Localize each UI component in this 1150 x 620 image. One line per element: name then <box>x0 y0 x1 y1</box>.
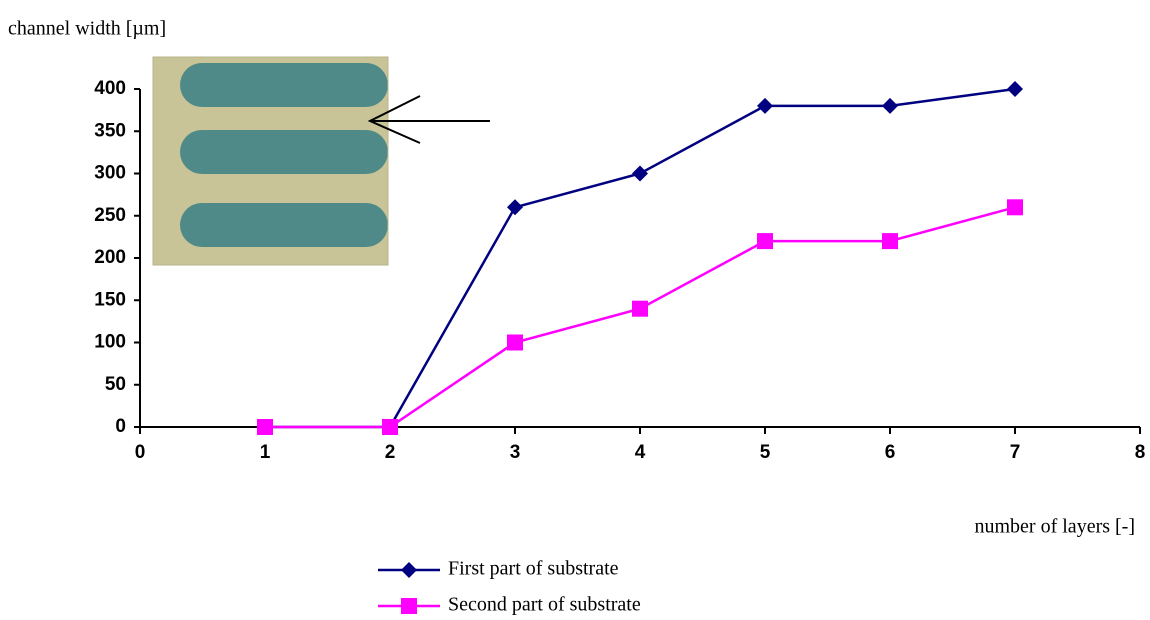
point <box>757 98 773 114</box>
x-tick-label: 0 <box>135 442 146 463</box>
point <box>882 233 898 249</box>
y-tick-label: 150 <box>94 289 126 310</box>
point <box>757 233 773 249</box>
y-tick-label: 0 <box>115 416 126 437</box>
point <box>507 199 523 215</box>
y-tick-label: 400 <box>94 78 126 99</box>
point <box>1007 199 1023 215</box>
x-tick-label: 5 <box>760 442 771 463</box>
y-tick-label: 350 <box>94 120 126 141</box>
y-tick-label: 300 <box>94 163 126 184</box>
x-tick-label: 1 <box>260 442 271 463</box>
point <box>1007 81 1023 97</box>
inset-photo <box>153 57 388 265</box>
x-tick-label: 2 <box>385 442 396 463</box>
x-tick-label: 8 <box>1135 442 1146 463</box>
y-tick-label: 200 <box>94 247 126 268</box>
y-tick-label: 250 <box>94 205 126 226</box>
legend-label: Second part of substrate <box>448 594 641 616</box>
x-tick-label: 4 <box>635 442 646 463</box>
point <box>382 419 398 435</box>
y-tick-label: 50 <box>105 374 126 395</box>
point <box>882 98 898 114</box>
point <box>507 335 523 351</box>
legend-label: First part of substrate <box>448 558 619 580</box>
legend-marker <box>401 598 417 614</box>
point <box>257 419 273 435</box>
y-tick-label: 100 <box>94 332 126 353</box>
x-tick-label: 6 <box>885 442 896 463</box>
x-tick-label: 3 <box>510 442 521 463</box>
chart: channel width [µm] number of layers [-] … <box>0 0 1150 620</box>
x-axis-label: number of layers [-] <box>975 516 1136 538</box>
x-tick-label: 7 <box>1010 442 1021 463</box>
point <box>632 166 648 182</box>
legend-marker <box>401 562 417 578</box>
y-axis-label: channel width [µm] <box>8 18 166 40</box>
point <box>632 301 648 317</box>
